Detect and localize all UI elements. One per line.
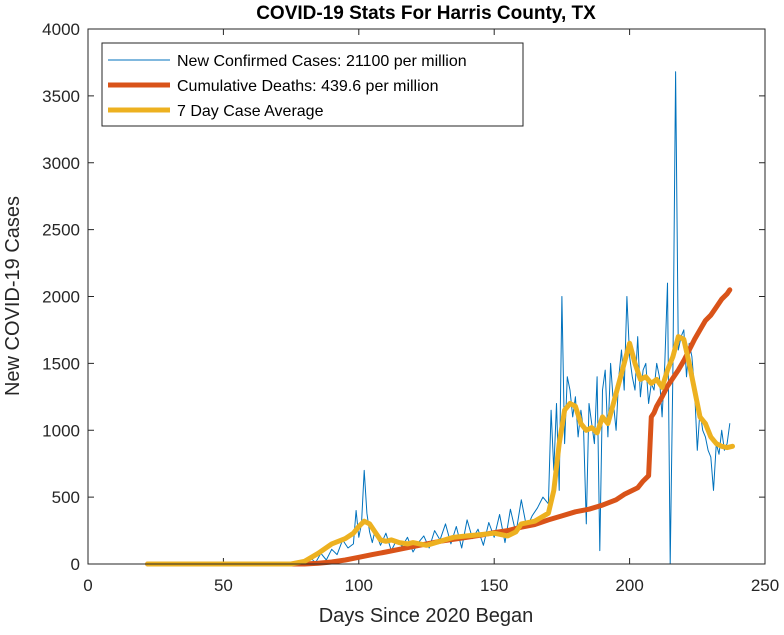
series-lines: [145, 71, 735, 567]
legend-box: [101, 42, 524, 127]
axis-ticks: 0 50 100 150 200 2500500100015002000250030003…: [42, 20, 779, 595]
series-line-7-day-average: [145, 334, 735, 567]
plot-frame: [87, 28, 766, 565]
y-tick-label: 500: [52, 488, 80, 507]
series-line-cumulative-deaths: [145, 287, 733, 567]
chart-title: COVID-19 Stats For Harris County, TX: [256, 3, 596, 24]
x-tick-label: 200: [615, 576, 643, 595]
y-tick-label: 1500: [42, 354, 80, 373]
x-tick-label: 150: [480, 576, 508, 595]
x-tick-label: 0: [83, 576, 92, 595]
y-tick-label: 3500: [42, 87, 80, 106]
legend-label-7-day-average: 7 Day Case Average: [177, 103, 324, 120]
y-tick-label: 4000: [42, 20, 80, 39]
series-line-new-confirmed-cases: [147, 71, 731, 565]
legend-label-new-cases: New Confirmed Cases: 21100 per million: [177, 53, 467, 70]
legend: New Confirmed Cases: 21100 per million C…: [101, 42, 524, 127]
y-tick-label: 3000: [42, 154, 80, 173]
legend-label-cumulative-deaths: Cumulative Deaths: 439.6 per million: [177, 78, 438, 95]
x-tick-label: 250: [751, 576, 779, 595]
x-axis-title: Days Since 2020 Began: [319, 605, 534, 627]
y-tick-label: 0: [71, 555, 80, 574]
y-tick-label: 1000: [42, 421, 80, 440]
x-tick-label: 100: [345, 576, 373, 595]
y-axis-title: New COVID-19 Cases: [2, 196, 24, 396]
x-tick-label: 50: [214, 576, 233, 595]
y-tick-label: 2000: [42, 288, 80, 307]
y-tick-label: 2500: [42, 221, 80, 240]
